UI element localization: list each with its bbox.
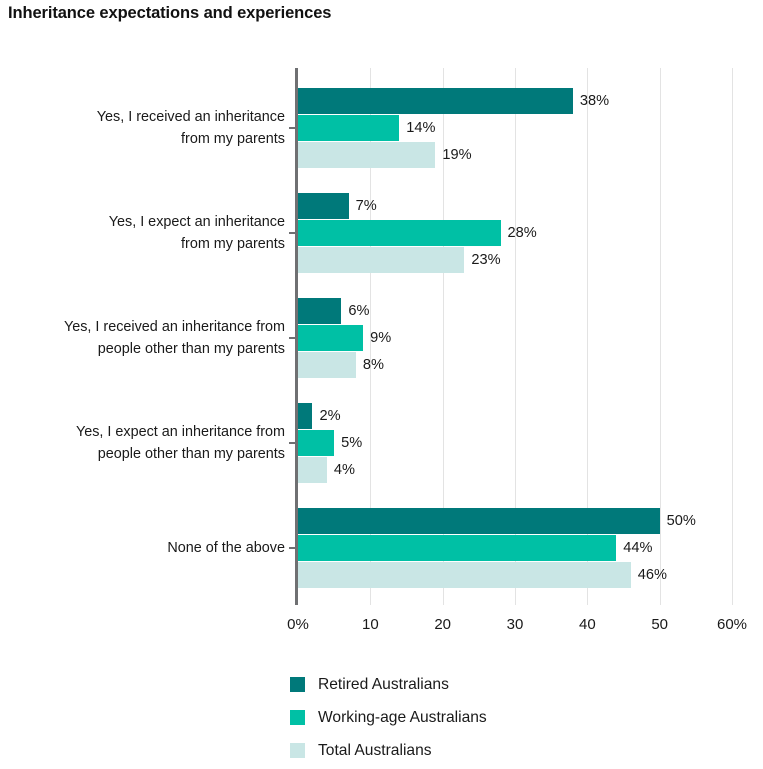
legend-swatch-icon [290,743,305,758]
legend-swatch-icon [290,677,305,692]
bar-row: 5% [298,430,732,456]
bar-row: 46% [298,562,732,588]
category-label-line: from my parents [181,131,285,147]
bar-row: 7% [298,193,732,219]
bar-value-label: 46% [637,567,667,583]
x-tick-label: 10 [361,616,379,633]
category-label: Yes, I received an inheritance from my pa… [0,106,285,150]
gridline [442,68,444,605]
y-axis-tick [289,127,298,129]
legend-item[interactable]: Retired Australians [290,668,487,701]
chart-title: Inheritance expectations and experiences [8,4,332,22]
x-tick-label: 40 [578,616,596,633]
chart-legend: Retired Australians Working-age Australia… [290,668,487,767]
category-label-line: Yes, I expect an inheritance from [75,424,285,440]
bar[interactable] [298,562,631,588]
x-tick-label: 60% [716,616,748,633]
bar[interactable] [298,115,400,141]
x-tick-label: 20 [434,616,451,633]
bar-value-label: 9% [370,330,392,346]
category-label: Yes, I expect an inheritance from people … [0,421,285,465]
legend-item[interactable]: Working-age Australians [290,701,487,734]
legend-swatch-icon [290,710,305,725]
category-label-line: from my parents [181,236,285,252]
category-label-line: people other than my parents [97,446,285,462]
bar[interactable] [298,88,573,114]
bar-value-label: 7% [355,198,377,214]
x-tick-label: 0% [287,616,309,633]
bar-row: 14% [298,115,732,141]
bar[interactable] [298,298,342,324]
y-axis-tick [289,442,298,444]
gridline [732,68,733,605]
gridline [515,68,516,605]
bar[interactable] [298,430,335,456]
y-axis-line [295,68,298,605]
category-label: Yes, I expect an inheritance from my pare… [0,211,285,255]
bar[interactable] [298,142,436,168]
bar-value-label: 23% [471,252,501,268]
bar-group: Yes, I expect an inheritance from my pare… [109,193,732,273]
bar-group: Yes, I expect an inheritance from people … [76,403,732,483]
bar[interactable] [298,457,327,483]
bar-value-label: 8% [362,357,384,373]
bar-value-label: 6% [348,303,370,319]
bar[interactable] [298,193,349,219]
y-axis-tick [289,232,298,234]
bar-row: 28% [298,220,732,246]
bar[interactable] [298,535,617,561]
bar-value-label: 38% [579,93,610,109]
bar-row: 6% [298,298,732,324]
x-tick-label: 30 [506,616,524,633]
legend-label: Total Australians [318,741,432,759]
bar-row: 44% [298,535,732,561]
bar-row: 9% [298,325,732,351]
category-label-line: None of the above [167,540,285,556]
bar-group: None of the above 50% 44% 46% [167,508,732,588]
bar-value-label: 19% [442,147,472,163]
bar-value-label: 2% [319,408,341,424]
bar-group: Yes, I received an inheritance from my pa… [97,88,732,168]
legend-label: Retired Australians [318,675,449,693]
bar-value-label: 28% [507,225,537,241]
bar-value-label: 4% [333,462,356,478]
bar-row: 38% [298,88,732,114]
bar-row: 8% [298,352,732,378]
y-axis-tick [289,547,298,549]
bar[interactable] [298,403,313,429]
bar[interactable] [298,220,501,246]
y-axis-tick [289,337,298,339]
category-label-line: Yes, I received an inheritance from [63,319,285,335]
gridline [587,68,589,605]
gridline [659,68,661,605]
bar[interactable] [298,508,660,534]
bar-group: Yes, I received an inheritance from peopl… [64,298,732,378]
category-label-line: Yes, I expect an inheritance [108,214,285,230]
gridline [370,68,372,605]
bar-value-label: 44% [623,540,653,556]
bar-row: 4% [298,457,732,483]
bar[interactable] [298,247,465,273]
category-label: None of the above [0,537,285,559]
legend-item[interactable]: Total Australians [290,734,487,767]
category-label: Yes, I received an inheritance from peopl… [0,316,285,360]
bar-row: 50% [298,508,732,534]
bar-row: 23% [298,247,732,273]
chart-plot-area: Yes, I received an inheritance from my pa… [64,68,747,633]
bar-value-label: 14% [406,120,436,136]
bar-value-label: 50% [666,513,696,529]
category-label-line: Yes, I received an inheritance [96,109,285,125]
bar[interactable] [298,352,356,378]
legend-label: Working-age Australians [318,708,487,726]
bar-row: 19% [298,142,732,168]
category-label-line: people other than my parents [97,341,285,357]
bar-row: 2% [298,403,732,429]
x-tick-label: 50 [651,616,668,633]
bar-value-label: 5% [341,435,363,451]
bar[interactable] [298,325,364,351]
